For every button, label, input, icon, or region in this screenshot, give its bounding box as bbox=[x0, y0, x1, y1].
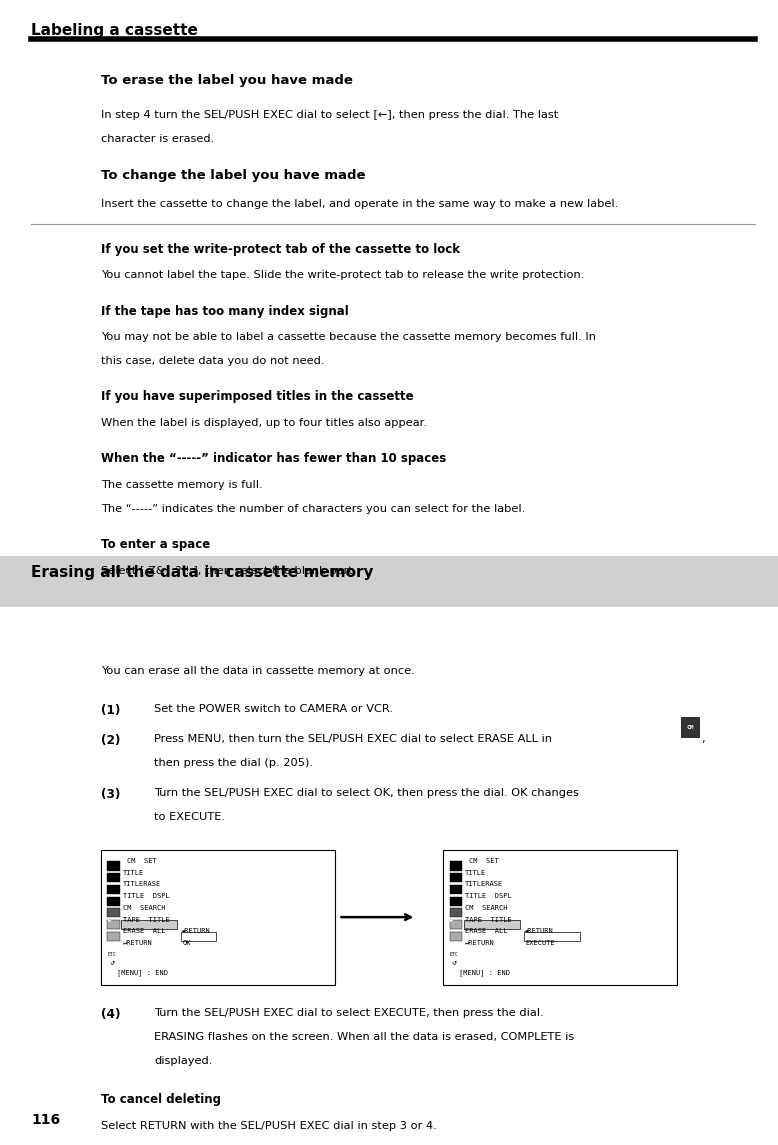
FancyBboxPatch shape bbox=[681, 717, 699, 737]
Text: TITLE: TITLE bbox=[123, 869, 144, 876]
Text: ERASE  ALL: ERASE ALL bbox=[465, 929, 508, 934]
Text: EXECUTE: EXECUTE bbox=[525, 940, 555, 946]
Text: TITLERASE: TITLERASE bbox=[123, 882, 161, 887]
Text: TITLE: TITLE bbox=[465, 869, 486, 876]
Text: [MENU] : END: [MENU] : END bbox=[459, 970, 510, 977]
Text: CM  SET: CM SET bbox=[469, 858, 499, 863]
Text: ►: ► bbox=[450, 917, 454, 923]
Text: (1): (1) bbox=[101, 704, 121, 717]
Text: ►: ► bbox=[108, 917, 112, 923]
Text: (4): (4) bbox=[101, 1008, 121, 1020]
Text: To cancel deleting: To cancel deleting bbox=[101, 1093, 221, 1106]
Bar bbox=[450, 861, 462, 870]
Bar bbox=[450, 908, 462, 917]
Text: When the “-----” indicator has fewer than 10 spaces: When the “-----” indicator has fewer tha… bbox=[101, 452, 447, 465]
Bar bbox=[450, 874, 462, 883]
Text: Press MENU, then turn the SEL/PUSH EXEC dial to select ERASE ALL in: Press MENU, then turn the SEL/PUSH EXEC … bbox=[154, 734, 552, 744]
Text: ↺: ↺ bbox=[109, 960, 114, 965]
Text: (3): (3) bbox=[101, 788, 121, 800]
Text: [MENU] : END: [MENU] : END bbox=[117, 970, 168, 977]
Bar bbox=[121, 921, 177, 930]
Bar bbox=[107, 885, 120, 894]
Bar bbox=[107, 908, 120, 917]
Text: ,: , bbox=[701, 734, 705, 744]
Text: Turn the SEL/PUSH EXEC dial to select OK, then press the dial. OK changes: Turn the SEL/PUSH EXEC dial to select OK… bbox=[154, 788, 579, 798]
Text: CM  SEARCH: CM SEARCH bbox=[123, 905, 166, 910]
Text: 116: 116 bbox=[31, 1113, 60, 1127]
Bar bbox=[101, 850, 335, 985]
Bar bbox=[107, 897, 120, 906]
Bar bbox=[107, 921, 120, 930]
Text: To erase the label you have made: To erase the label you have made bbox=[101, 74, 353, 87]
Text: If you set the write-protect tab of the cassette to lock: If you set the write-protect tab of the … bbox=[101, 243, 460, 255]
Text: Insert the cassette to change the label, and operate in the same way to make a n: Insert the cassette to change the label,… bbox=[101, 199, 619, 210]
Text: You cannot label the tape. Slide the write-protect tab to release the write prot: You cannot label the tape. Slide the wri… bbox=[101, 270, 584, 281]
Bar bbox=[450, 932, 462, 941]
Text: this case, delete data you do not need.: this case, delete data you do not need. bbox=[101, 356, 324, 366]
Text: In step 4 turn the SEL/PUSH EXEC dial to select [←], then press the dial. The la: In step 4 turn the SEL/PUSH EXEC dial to… bbox=[101, 110, 559, 120]
Text: Set the POWER switch to CAMERA or VCR.: Set the POWER switch to CAMERA or VCR. bbox=[154, 704, 393, 714]
Text: CM  SEARCH: CM SEARCH bbox=[465, 905, 508, 910]
Text: TITLE  DSPL: TITLE DSPL bbox=[123, 893, 170, 899]
Text: CM: CM bbox=[686, 725, 694, 729]
Text: ETC: ETC bbox=[450, 951, 458, 957]
Text: ◄RETURN: ◄RETURN bbox=[181, 929, 211, 934]
Text: CM  SET: CM SET bbox=[127, 858, 156, 863]
Text: Select [ Z&   ? ! ], then select the blank part.: Select [ Z& ? ! ], then select the blank… bbox=[101, 566, 356, 576]
Bar bbox=[450, 897, 462, 906]
Bar bbox=[107, 874, 120, 883]
Text: ERASING flashes on the screen. When all the data is erased, COMPLETE is: ERASING flashes on the screen. When all … bbox=[154, 1032, 574, 1042]
Text: When the label is displayed, up to four titles also appear.: When the label is displayed, up to four … bbox=[101, 418, 427, 428]
Text: ◄RETURN: ◄RETURN bbox=[524, 929, 553, 934]
Text: Labeling a cassette: Labeling a cassette bbox=[31, 23, 198, 38]
Text: ↵RETURN: ↵RETURN bbox=[123, 940, 152, 946]
Text: Select RETURN with the SEL/PUSH EXEC dial in step 3 or 4.: Select RETURN with the SEL/PUSH EXEC dia… bbox=[101, 1121, 437, 1131]
Text: ↵RETURN: ↵RETURN bbox=[465, 940, 495, 946]
Text: to EXECUTE.: to EXECUTE. bbox=[154, 812, 225, 822]
Text: character is erased.: character is erased. bbox=[101, 134, 215, 144]
Text: TAPE  TITLE: TAPE TITLE bbox=[465, 916, 512, 923]
Bar bbox=[107, 932, 120, 941]
Bar bbox=[0, 556, 778, 607]
Text: Turn the SEL/PUSH EXEC dial to select EXECUTE, then press the dial.: Turn the SEL/PUSH EXEC dial to select EX… bbox=[154, 1008, 544, 1018]
Text: If the tape has too many index signal: If the tape has too many index signal bbox=[101, 305, 349, 317]
Bar bbox=[181, 932, 216, 941]
Text: The cassette memory is full.: The cassette memory is full. bbox=[101, 480, 263, 490]
Text: You can erase all the data in cassette memory at once.: You can erase all the data in cassette m… bbox=[101, 666, 415, 677]
Text: You may not be able to label a cassette because the cassette memory becomes full: You may not be able to label a cassette … bbox=[101, 332, 596, 342]
Bar bbox=[464, 921, 520, 930]
Text: If you have superimposed titles in the cassette: If you have superimposed titles in the c… bbox=[101, 390, 414, 403]
Text: TITLE  DSPL: TITLE DSPL bbox=[465, 893, 512, 899]
Text: To enter a space: To enter a space bbox=[101, 538, 210, 551]
Text: TAPE  TITLE: TAPE TITLE bbox=[123, 916, 170, 923]
Text: OK: OK bbox=[183, 940, 191, 946]
Bar bbox=[450, 885, 462, 894]
Text: displayed.: displayed. bbox=[154, 1056, 212, 1066]
Text: Erasing all the data in cassette memory: Erasing all the data in cassette memory bbox=[31, 564, 373, 579]
Text: ETC: ETC bbox=[107, 951, 116, 957]
Text: ↺: ↺ bbox=[451, 960, 457, 965]
Text: ERASE  ALL: ERASE ALL bbox=[123, 929, 166, 934]
Text: The “-----” indicates the number of characters you can select for the label.: The “-----” indicates the number of char… bbox=[101, 504, 525, 514]
Bar bbox=[450, 921, 462, 930]
Bar bbox=[443, 850, 677, 985]
Text: To change the label you have made: To change the label you have made bbox=[101, 169, 366, 182]
Bar bbox=[107, 861, 120, 870]
Text: (2): (2) bbox=[101, 734, 121, 747]
Text: then press the dial (p. 205).: then press the dial (p. 205). bbox=[154, 758, 313, 768]
Bar bbox=[524, 932, 580, 941]
Text: TITLERASE: TITLERASE bbox=[465, 882, 503, 887]
